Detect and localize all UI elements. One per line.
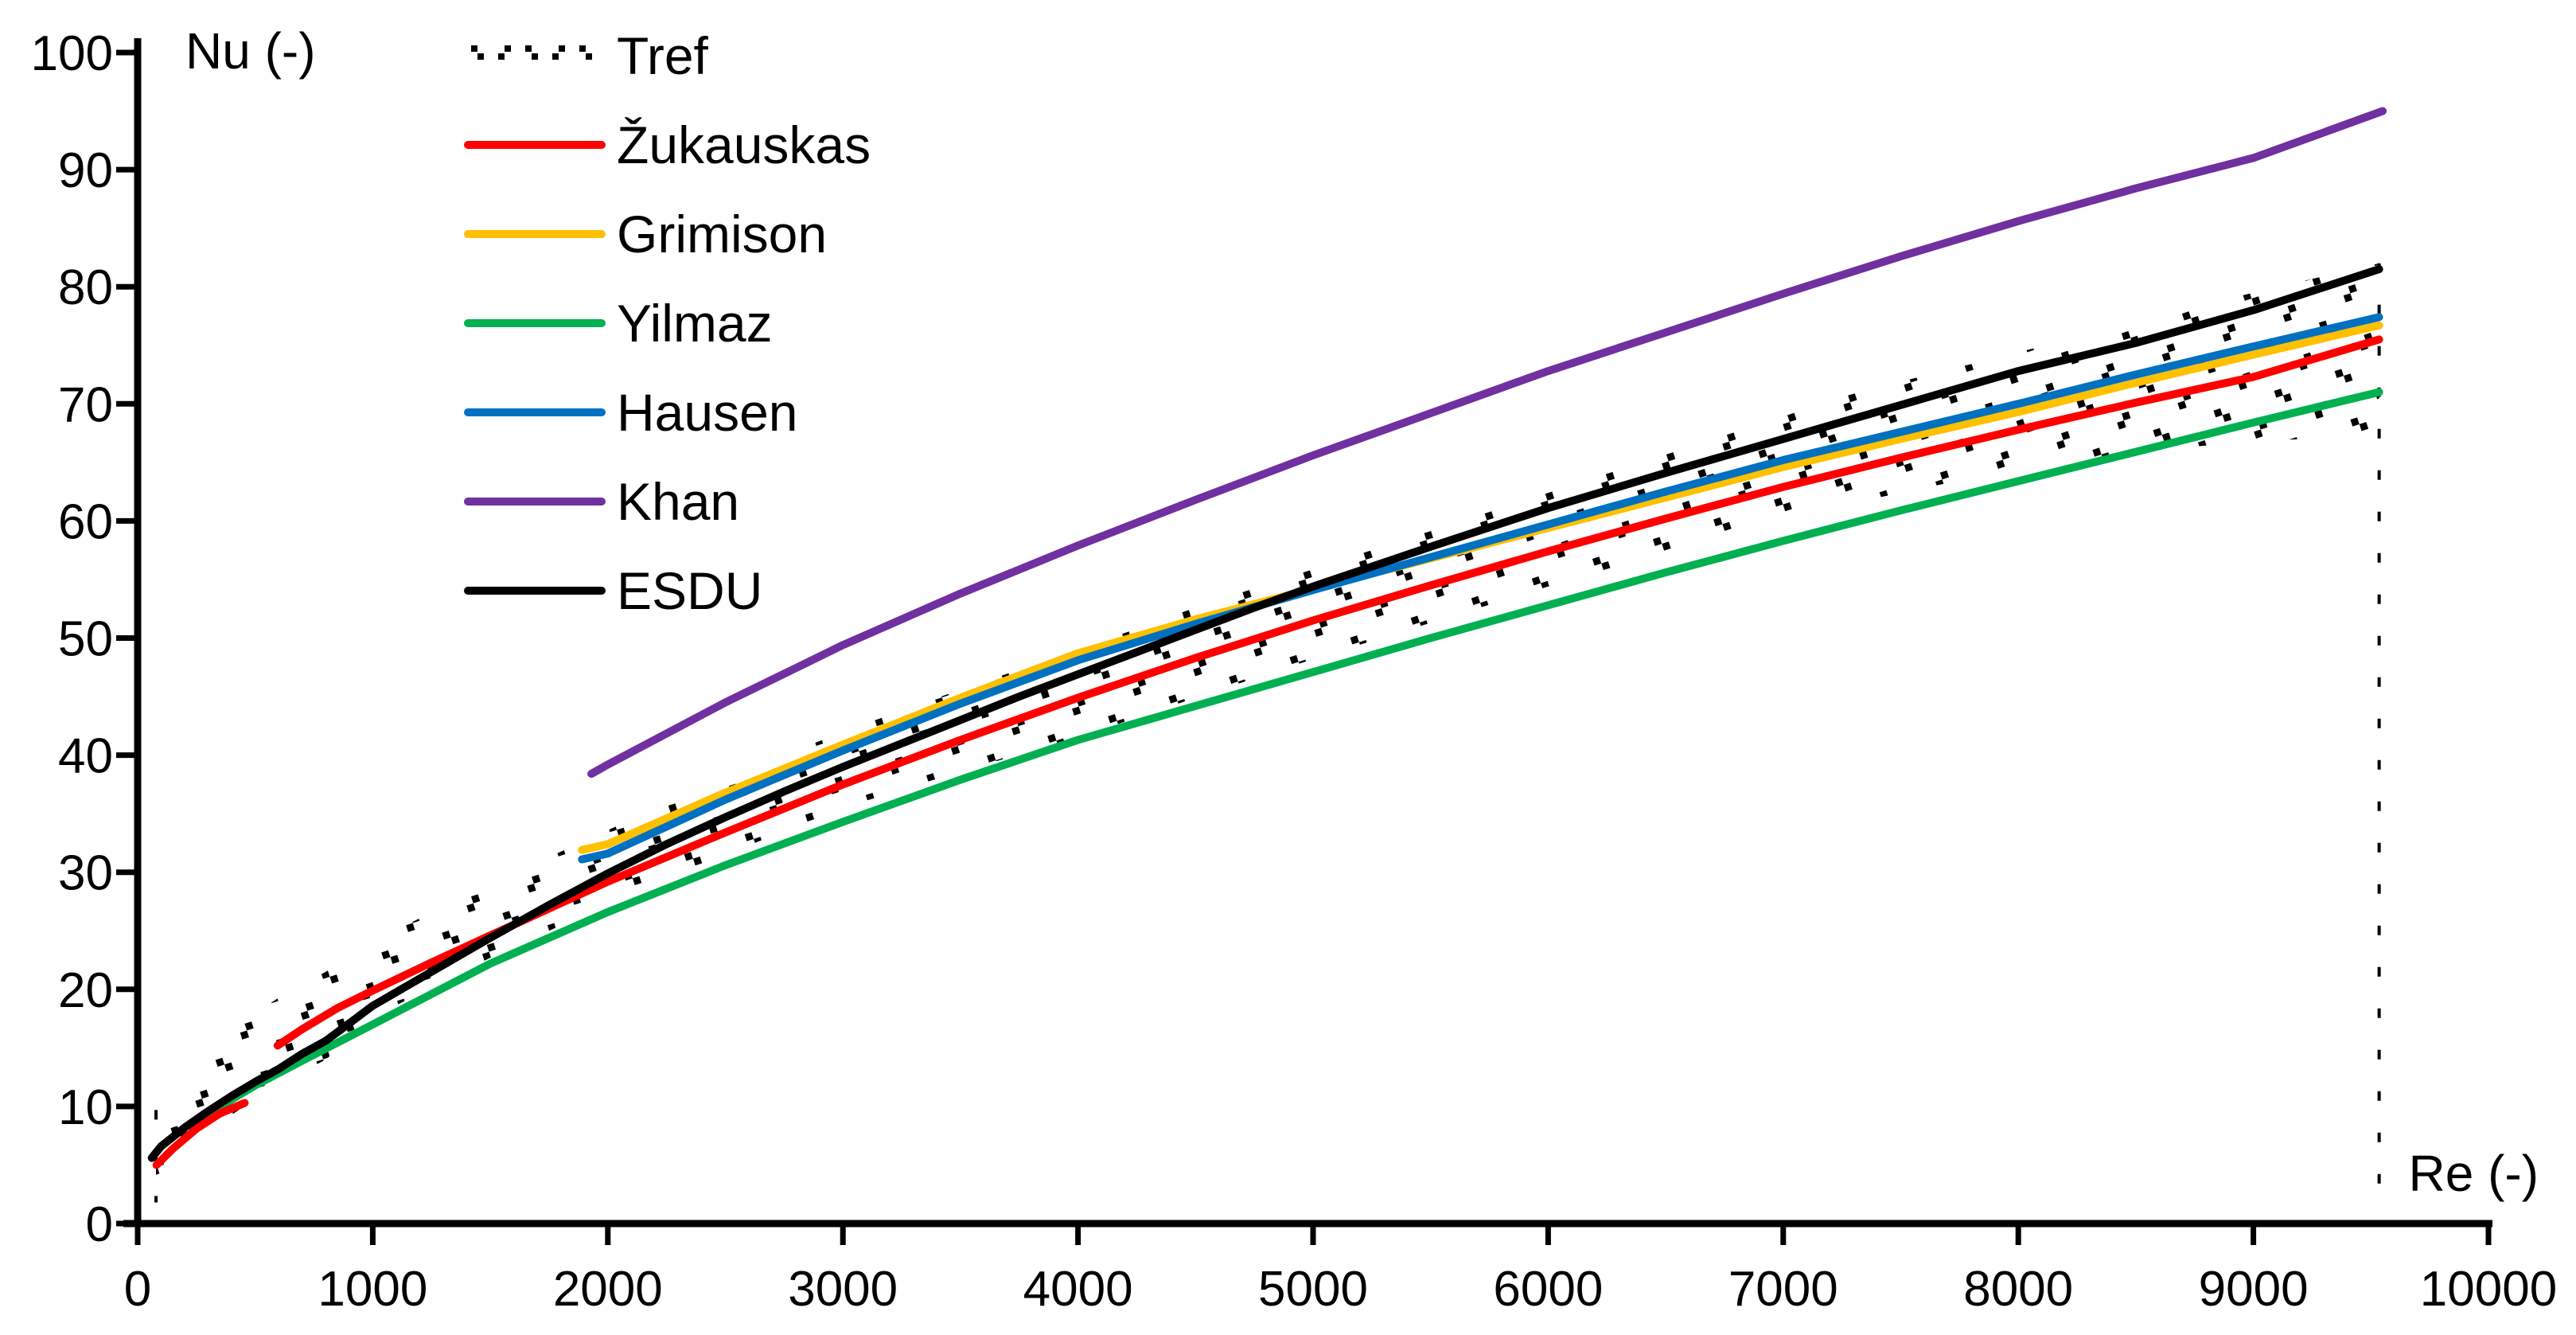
legend-item-žukauskas: Žukauskas: [464, 115, 871, 174]
tref-pattern-marker: [532, 53, 538, 60]
y-tick-label: 70: [58, 377, 113, 432]
curve-žukauskas-seg1: [152, 1099, 249, 1169]
legend-label: Grimison: [617, 205, 827, 263]
x-tick-label: 3000: [788, 1262, 898, 1317]
legend-label: Tref: [617, 26, 709, 85]
x-tick-label: 1000: [318, 1262, 427, 1317]
x-tick-label: 8000: [1963, 1262, 2073, 1317]
curve-yilmaz: [187, 388, 2383, 1130]
y-tick-label: 50: [58, 612, 113, 667]
legend-label: Žukauskas: [617, 115, 871, 174]
curve-žukauskas-seg2: [273, 335, 2383, 1050]
y-tick-label: 100: [31, 26, 113, 81]
x-tick-label: 9000: [2199, 1262, 2309, 1317]
legend-item-hausen: Hausen: [464, 383, 798, 442]
tref-pattern-marker: [559, 45, 565, 52]
tref-pattern-marker: [505, 45, 511, 52]
tref-uncertainty-band: [156, 263, 2379, 1197]
tref-pattern-marker: [586, 53, 592, 60]
legend-item-tref: Tref: [471, 26, 709, 85]
legend-label: Khan: [617, 472, 739, 531]
x-tick-label: 5000: [1258, 1262, 1368, 1317]
curve-esdu: [147, 265, 2383, 1162]
x-tick-label: 7000: [1728, 1262, 1838, 1317]
tref-pattern-marker: [525, 45, 532, 52]
legend-label: Yilmaz: [617, 294, 773, 353]
x-tick-label: 10000: [2420, 1262, 2557, 1317]
tref-pattern-marker: [552, 53, 559, 60]
tref-pattern-marker: [477, 53, 484, 60]
x-tick-label: 6000: [1493, 1262, 1603, 1317]
y-tick-label: 90: [58, 143, 113, 198]
y-tick-label: 10: [58, 1080, 113, 1135]
curve-khan: [587, 107, 2387, 779]
legend-item-yilmaz: Yilmaz: [464, 294, 773, 353]
legend-item-khan: Khan: [464, 472, 739, 531]
y-tick-label: 0: [86, 1197, 113, 1252]
legend-item-grimison: Grimison: [464, 205, 827, 263]
x-tick-label: 4000: [1023, 1262, 1133, 1317]
tref-pattern-marker: [471, 45, 477, 52]
y-tick-label: 20: [58, 963, 113, 1018]
tref-pattern-marker: [579, 45, 586, 52]
y-tick-label: 30: [58, 846, 113, 901]
x-tick-label: 0: [124, 1262, 151, 1317]
legend-item-esdu: ESDU: [464, 561, 762, 620]
y-axis-title: Nu (-): [185, 22, 316, 80]
y-tick-label: 60: [58, 494, 113, 549]
legend-label: ESDU: [617, 561, 762, 620]
legend-label: Hausen: [617, 383, 798, 442]
y-tick-label: 80: [58, 260, 113, 315]
tref-pattern-marker: [498, 53, 505, 60]
x-axis-title: Re (-): [2408, 1145, 2539, 1202]
y-tick-label: 40: [58, 729, 113, 784]
curve-hausen: [578, 313, 2383, 864]
x-tick-label: 2000: [553, 1262, 663, 1317]
